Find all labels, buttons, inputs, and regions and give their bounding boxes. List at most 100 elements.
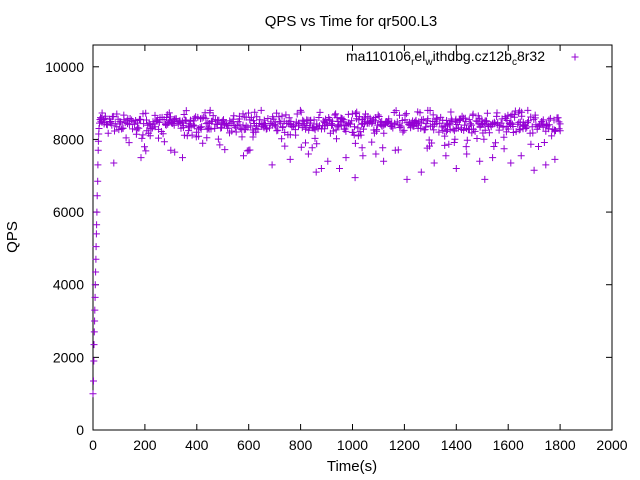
- data-point: [428, 139, 436, 147]
- data-point: [368, 119, 376, 127]
- x-tick-label: 1200: [389, 437, 420, 453]
- data-point-outlier: [442, 152, 450, 160]
- data-point: [374, 111, 382, 119]
- data-point: [94, 161, 102, 169]
- data-point: [481, 126, 489, 134]
- data-point: [118, 125, 126, 133]
- data-point: [271, 118, 279, 126]
- data-point-outlier: [317, 165, 325, 172]
- x-tick-label: 800: [289, 437, 313, 453]
- data-point: [180, 131, 188, 139]
- data-point: [424, 115, 432, 123]
- data-point-outlier: [245, 146, 253, 154]
- x-tick-label: 0: [89, 437, 97, 453]
- data-point: [249, 133, 257, 141]
- data-point-outlier: [171, 148, 179, 156]
- data-point: [439, 127, 447, 135]
- data-point: [198, 123, 206, 131]
- data-point: [187, 116, 194, 124]
- data-point: [91, 306, 99, 314]
- x-tick-label: 400: [185, 437, 209, 453]
- data-point: [311, 126, 319, 134]
- data-point: [122, 134, 130, 142]
- data-point: [209, 112, 217, 120]
- data-point: [469, 110, 477, 118]
- data-point: [231, 123, 239, 131]
- data-point-outlier: [452, 165, 460, 172]
- data-point: [313, 140, 321, 148]
- data-point: [493, 112, 501, 120]
- x-tick-label: 1800: [545, 437, 576, 453]
- data-point: [351, 139, 359, 147]
- data-point: [366, 114, 374, 122]
- data-point: [139, 131, 147, 139]
- data-point: [530, 116, 538, 124]
- data-point: [315, 114, 323, 121]
- data-point: [467, 120, 474, 128]
- data-point: [91, 281, 99, 289]
- data-point: [490, 143, 498, 150]
- data-point: [468, 129, 476, 137]
- data-point: [119, 124, 127, 132]
- data-point: [275, 113, 283, 121]
- data-point-outlier: [351, 174, 359, 182]
- data-point: [245, 109, 252, 117]
- data-point: [89, 390, 97, 398]
- x-tick-label: 1600: [493, 437, 524, 453]
- y-tick-label: 2000: [53, 349, 84, 365]
- data-point: [297, 143, 305, 151]
- data-point-outlier: [304, 150, 312, 158]
- y-tick-label: 10000: [45, 59, 84, 75]
- legend-label-part: ithdbg.cz12b: [433, 48, 513, 64]
- data-point: [220, 116, 227, 124]
- data-point: [191, 122, 199, 130]
- data-point-outlier: [179, 154, 186, 162]
- data-point-outlier: [403, 175, 411, 183]
- data-point: [90, 328, 98, 336]
- y-axis: 0 2000 4000 6000 8000 10000: [45, 59, 612, 438]
- data-point: [204, 119, 212, 127]
- legend-label: ma110106relwithdbg.cz12bc8r32: [346, 48, 545, 68]
- data-point: [416, 109, 424, 117]
- data-point: [120, 116, 128, 124]
- data-point: [91, 293, 99, 301]
- data-point: [422, 123, 430, 131]
- data-point: [357, 131, 365, 139]
- data-point: [447, 108, 455, 116]
- data-point-outlier: [517, 152, 525, 160]
- data-point: [316, 108, 324, 116]
- data-point-outlier: [530, 166, 538, 174]
- data-point: [195, 132, 203, 140]
- data-point: [281, 142, 289, 150]
- data-point: [360, 114, 368, 122]
- data-point: [203, 134, 211, 142]
- data-point-outlier: [507, 159, 515, 167]
- data-point: [167, 113, 174, 121]
- data-point: [525, 117, 532, 125]
- data-point: [397, 122, 405, 130]
- data-point: [302, 139, 309, 147]
- data-point: [429, 111, 437, 119]
- data-point: [216, 141, 224, 149]
- data-point: [278, 135, 286, 143]
- data-point: [146, 132, 154, 140]
- data-point-outlier: [286, 155, 294, 163]
- data-point: [111, 127, 118, 135]
- data-point: [138, 134, 146, 142]
- data-point: [418, 116, 426, 124]
- data-point-outlier: [268, 161, 276, 169]
- data-point: [257, 106, 265, 114]
- data-point: [142, 109, 150, 117]
- data-point: [159, 130, 167, 138]
- data-point: [556, 120, 564, 128]
- data-point: [126, 115, 134, 122]
- data-point: [380, 129, 388, 137]
- data-point: [435, 128, 443, 136]
- data-point: [400, 126, 408, 134]
- data-point: [155, 134, 162, 142]
- data-point: [354, 124, 362, 132]
- data-point: [455, 117, 463, 125]
- data-point: [94, 137, 102, 145]
- data-point: [199, 139, 207, 147]
